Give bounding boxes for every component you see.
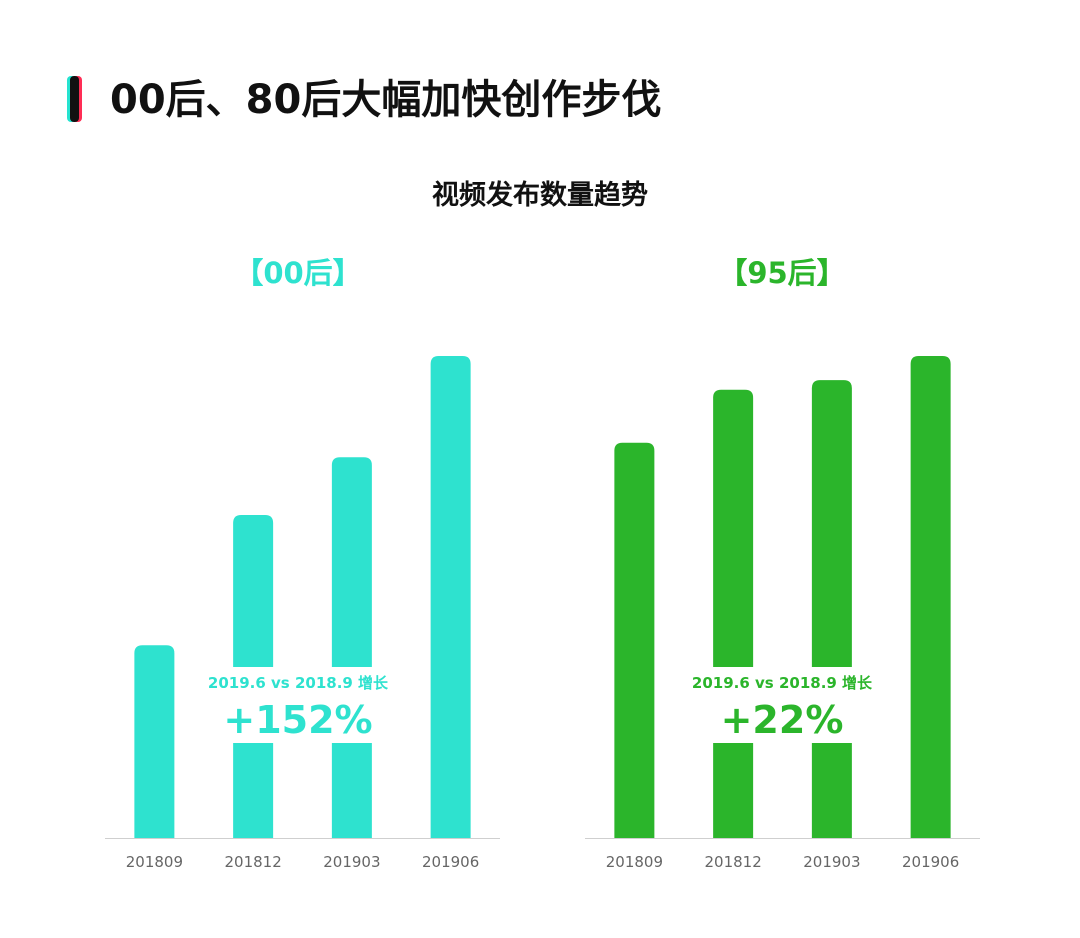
x-tick-label: 201809 bbox=[606, 853, 663, 871]
annotation-value: +152% bbox=[223, 698, 372, 742]
bar bbox=[910, 356, 951, 838]
annotation-text: 2019.6 vs 2018.9 增长 bbox=[692, 674, 873, 692]
x-tick-label: 201906 bbox=[902, 853, 959, 871]
annotation-backdrop bbox=[183, 667, 413, 743]
x-tick-label: 201906 bbox=[422, 853, 479, 871]
x-tick-label: 201812 bbox=[704, 853, 761, 871]
x-tick-label: 201809 bbox=[126, 853, 183, 871]
title-accent-bar bbox=[70, 76, 79, 122]
bar bbox=[331, 457, 372, 838]
page-title: 00后、80后大幅加快创作步伐 bbox=[110, 77, 662, 123]
bar bbox=[134, 645, 175, 838]
chart-title: 视频发布数量趋势 bbox=[432, 180, 648, 211]
x-tick-label: 201903 bbox=[803, 853, 860, 871]
bar bbox=[811, 380, 852, 838]
annotation-text: 2019.6 vs 2018.9 增长 bbox=[208, 674, 389, 692]
bar bbox=[430, 356, 471, 838]
bar bbox=[713, 389, 754, 838]
panel-label: 【95后】 bbox=[718, 256, 845, 290]
x-tick-label: 201903 bbox=[323, 853, 380, 871]
bar bbox=[614, 442, 655, 838]
x-tick-label: 201812 bbox=[224, 853, 281, 871]
annotation-backdrop bbox=[667, 667, 897, 743]
panel-label: 【00后】 bbox=[234, 256, 361, 290]
annotation-value: +22% bbox=[721, 698, 844, 742]
